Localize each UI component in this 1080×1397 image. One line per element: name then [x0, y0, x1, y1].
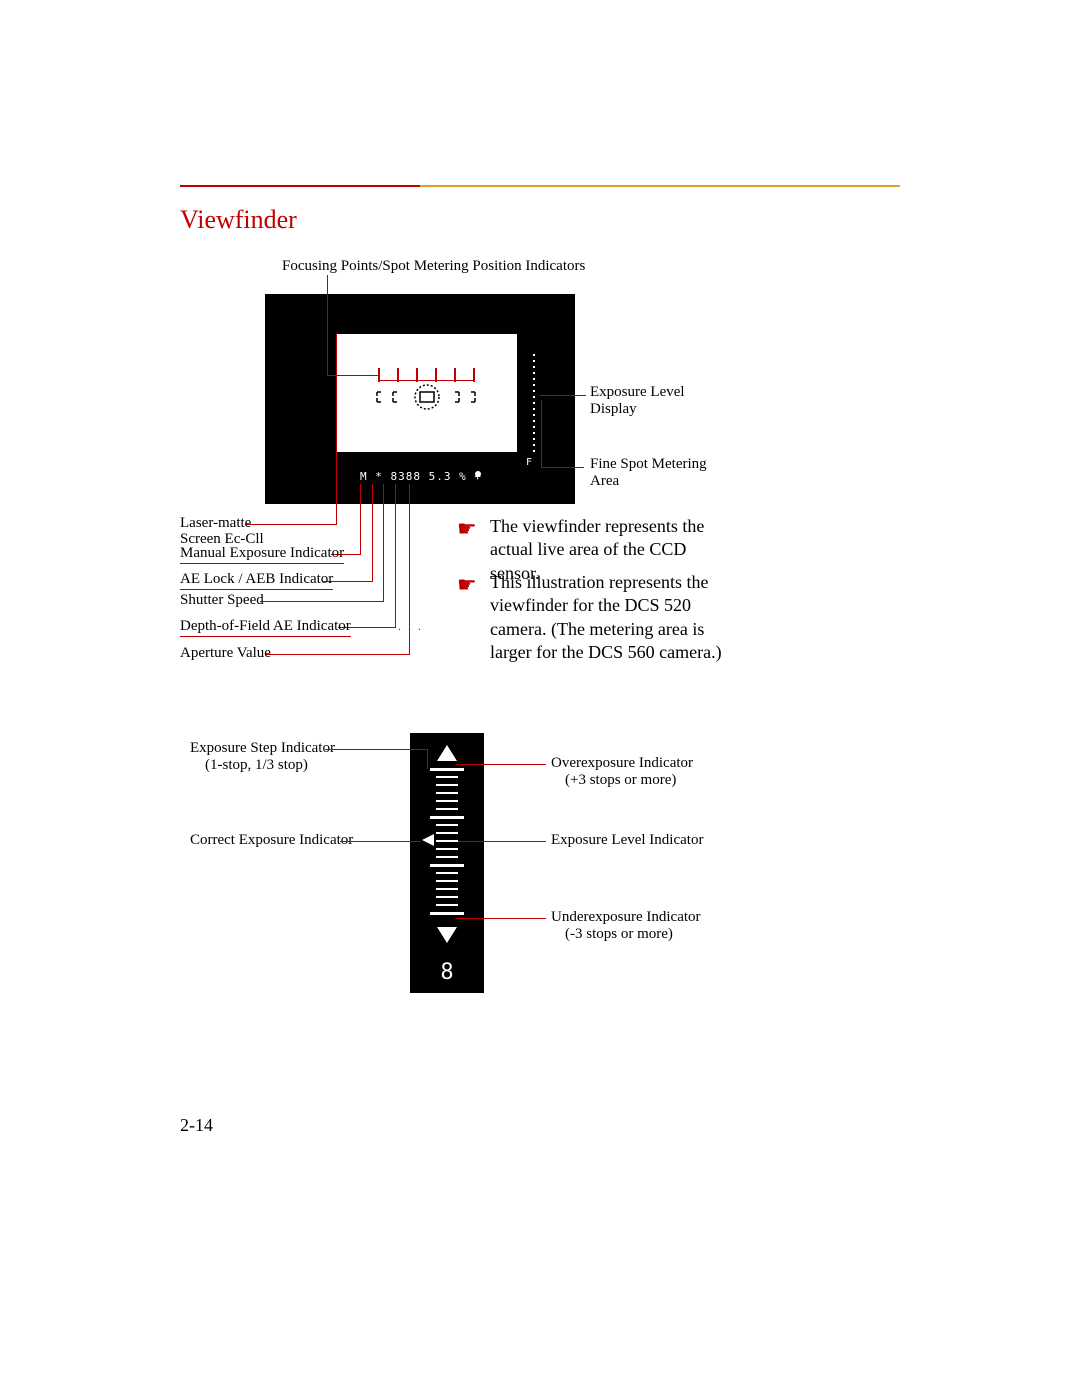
callout-line	[383, 484, 384, 601]
callout-line	[245, 524, 336, 525]
label-aperture-value: Aperture Value	[180, 645, 271, 662]
label-fine-spot: Fine Spot Metering Area	[590, 456, 707, 490]
top-focusing-label: Focusing Points/Spot Metering Position I…	[282, 258, 585, 275]
callout-line	[340, 841, 421, 842]
label-underexposure: Underexposure Indicator	[551, 909, 701, 926]
callout-line	[427, 749, 428, 769]
label-manual-exposure: Manual Exposure Indicator	[180, 545, 344, 564]
label-correct-exposure: Correct Exposure Indicator	[190, 832, 353, 849]
svg-text:8: 8	[440, 960, 453, 985]
viewfinder-live-area	[337, 334, 517, 452]
label-laser-matte: Laser-matte	[180, 515, 251, 532]
bullet-icon: ☛	[457, 572, 477, 598]
label-exposure-level-display: Exposure Level Display	[590, 384, 685, 418]
label-overexposure: Overexposure Indicator	[551, 755, 693, 772]
label-step-indicator: Exposure Step Indicator	[190, 740, 335, 757]
callout-line	[541, 400, 542, 468]
af-brackets	[337, 334, 517, 452]
callout-line	[458, 841, 546, 842]
label-level-indicator: Exposure Level Indicator	[551, 832, 703, 849]
page-container: Viewfinder Focusing Points/Spot Metering…	[0, 0, 1080, 1397]
dotted-line: . . .	[398, 619, 423, 634]
viewfinder-exposure-scale	[527, 354, 541, 454]
label-shutter-speed: Shutter Speed	[180, 592, 264, 609]
callout-line	[456, 764, 546, 765]
label-dof-ae: Depth-of-Field AE Indicator	[180, 618, 351, 637]
viewfinder-f-label: F	[526, 457, 532, 468]
page-number: 2-14	[180, 1115, 213, 1136]
callout-line	[327, 375, 379, 376]
callout-line	[360, 484, 361, 554]
callout-line	[456, 918, 546, 919]
label-underexposure-2: (-3 stops or more)	[565, 926, 673, 943]
callout-line	[325, 749, 427, 750]
top-rule	[180, 185, 900, 187]
label-overexposure-2: (+3 stops or more)	[565, 772, 676, 789]
callout-line	[336, 334, 337, 525]
callout-line	[266, 654, 410, 655]
exposure-scale-box: 8	[410, 733, 484, 993]
callout-line	[372, 484, 373, 581]
viewfinder-lcd-readout: M * 8388 5.3 % +	[360, 470, 482, 483]
label-ae-lock: AE Lock / AEB Indicator	[180, 571, 333, 590]
exposure-scale-svg: 8	[410, 733, 484, 993]
callout-line	[540, 395, 586, 396]
section-title: Viewfinder	[180, 205, 297, 235]
callout-line	[541, 467, 584, 468]
callout-line	[395, 484, 396, 628]
viewfinder-dot	[475, 471, 481, 477]
viewfinder-frame: F M * 8388 5.3 % +	[265, 294, 575, 504]
callout-line	[327, 275, 328, 375]
label-step-indicator-2: (1-stop, 1/3 stop)	[205, 757, 308, 774]
bullet-text-2: This illustration represents the viewfin…	[490, 571, 735, 665]
bullet-icon: ☛	[457, 516, 477, 542]
callout-line	[260, 601, 384, 602]
